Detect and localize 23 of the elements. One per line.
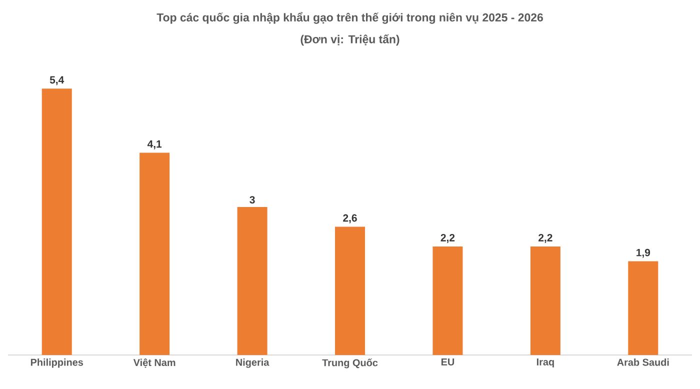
data-label: 3: [250, 196, 255, 204]
data-label: 2,6: [343, 214, 357, 224]
data-label: 2,2: [440, 234, 455, 243]
data-label: 1,9: [636, 248, 650, 258]
x-tick-label: Nigeria: [236, 358, 270, 368]
x-tick-label: Iraq: [536, 358, 554, 368]
x-tick-label: Arab Saudi: [617, 358, 669, 366]
bar: [140, 152, 170, 355]
data-label: 4,1: [147, 140, 162, 150]
bar: [432, 246, 463, 355]
x-tick-label: EU: [441, 358, 454, 366]
chart-title: Top các quốc gia nhập khẩu gạo trên thế giới trong niên vụ 2025 - 2026: [156, 12, 543, 24]
bar: [530, 246, 560, 355]
x-tick-label: Philippines: [30, 358, 84, 368]
bar: [335, 226, 366, 355]
bar: [628, 261, 658, 355]
bar: [42, 88, 72, 355]
chart-subtitle: (Đơn vị: Triệu tấn): [300, 34, 400, 46]
bar: [237, 207, 268, 355]
data-label: 2,2: [538, 234, 552, 243]
x-tick-label: Việt Nam: [133, 358, 176, 368]
data-label: 5,4: [50, 76, 64, 86]
x-tick-label: Trung Quốc: [322, 358, 378, 368]
